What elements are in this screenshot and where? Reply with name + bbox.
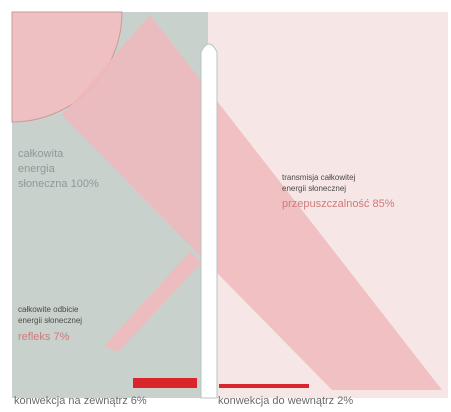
transmission-band (62, 15, 442, 390)
glass-pane (200, 43, 218, 399)
label: słoneczna 100% (18, 178, 99, 190)
convection-in-bar (219, 384, 309, 388)
label: przepuszczalność 85% (282, 198, 395, 210)
label: refleks 7% (18, 331, 70, 343)
label: energii słonecznej (282, 184, 346, 193)
label: energii słonecznej (18, 316, 82, 325)
label: całkowita (18, 148, 64, 160)
label: energia (18, 163, 56, 175)
reflection-band (104, 252, 202, 352)
label: transmisja całkowitej (282, 173, 356, 182)
label: konwekcja do wewnątrz 2% (218, 395, 353, 407)
convection-out-bar (133, 378, 197, 388)
label: konwekcja na zewnątrz 6% (14, 395, 147, 407)
label: całkowite odbicie (18, 305, 79, 314)
